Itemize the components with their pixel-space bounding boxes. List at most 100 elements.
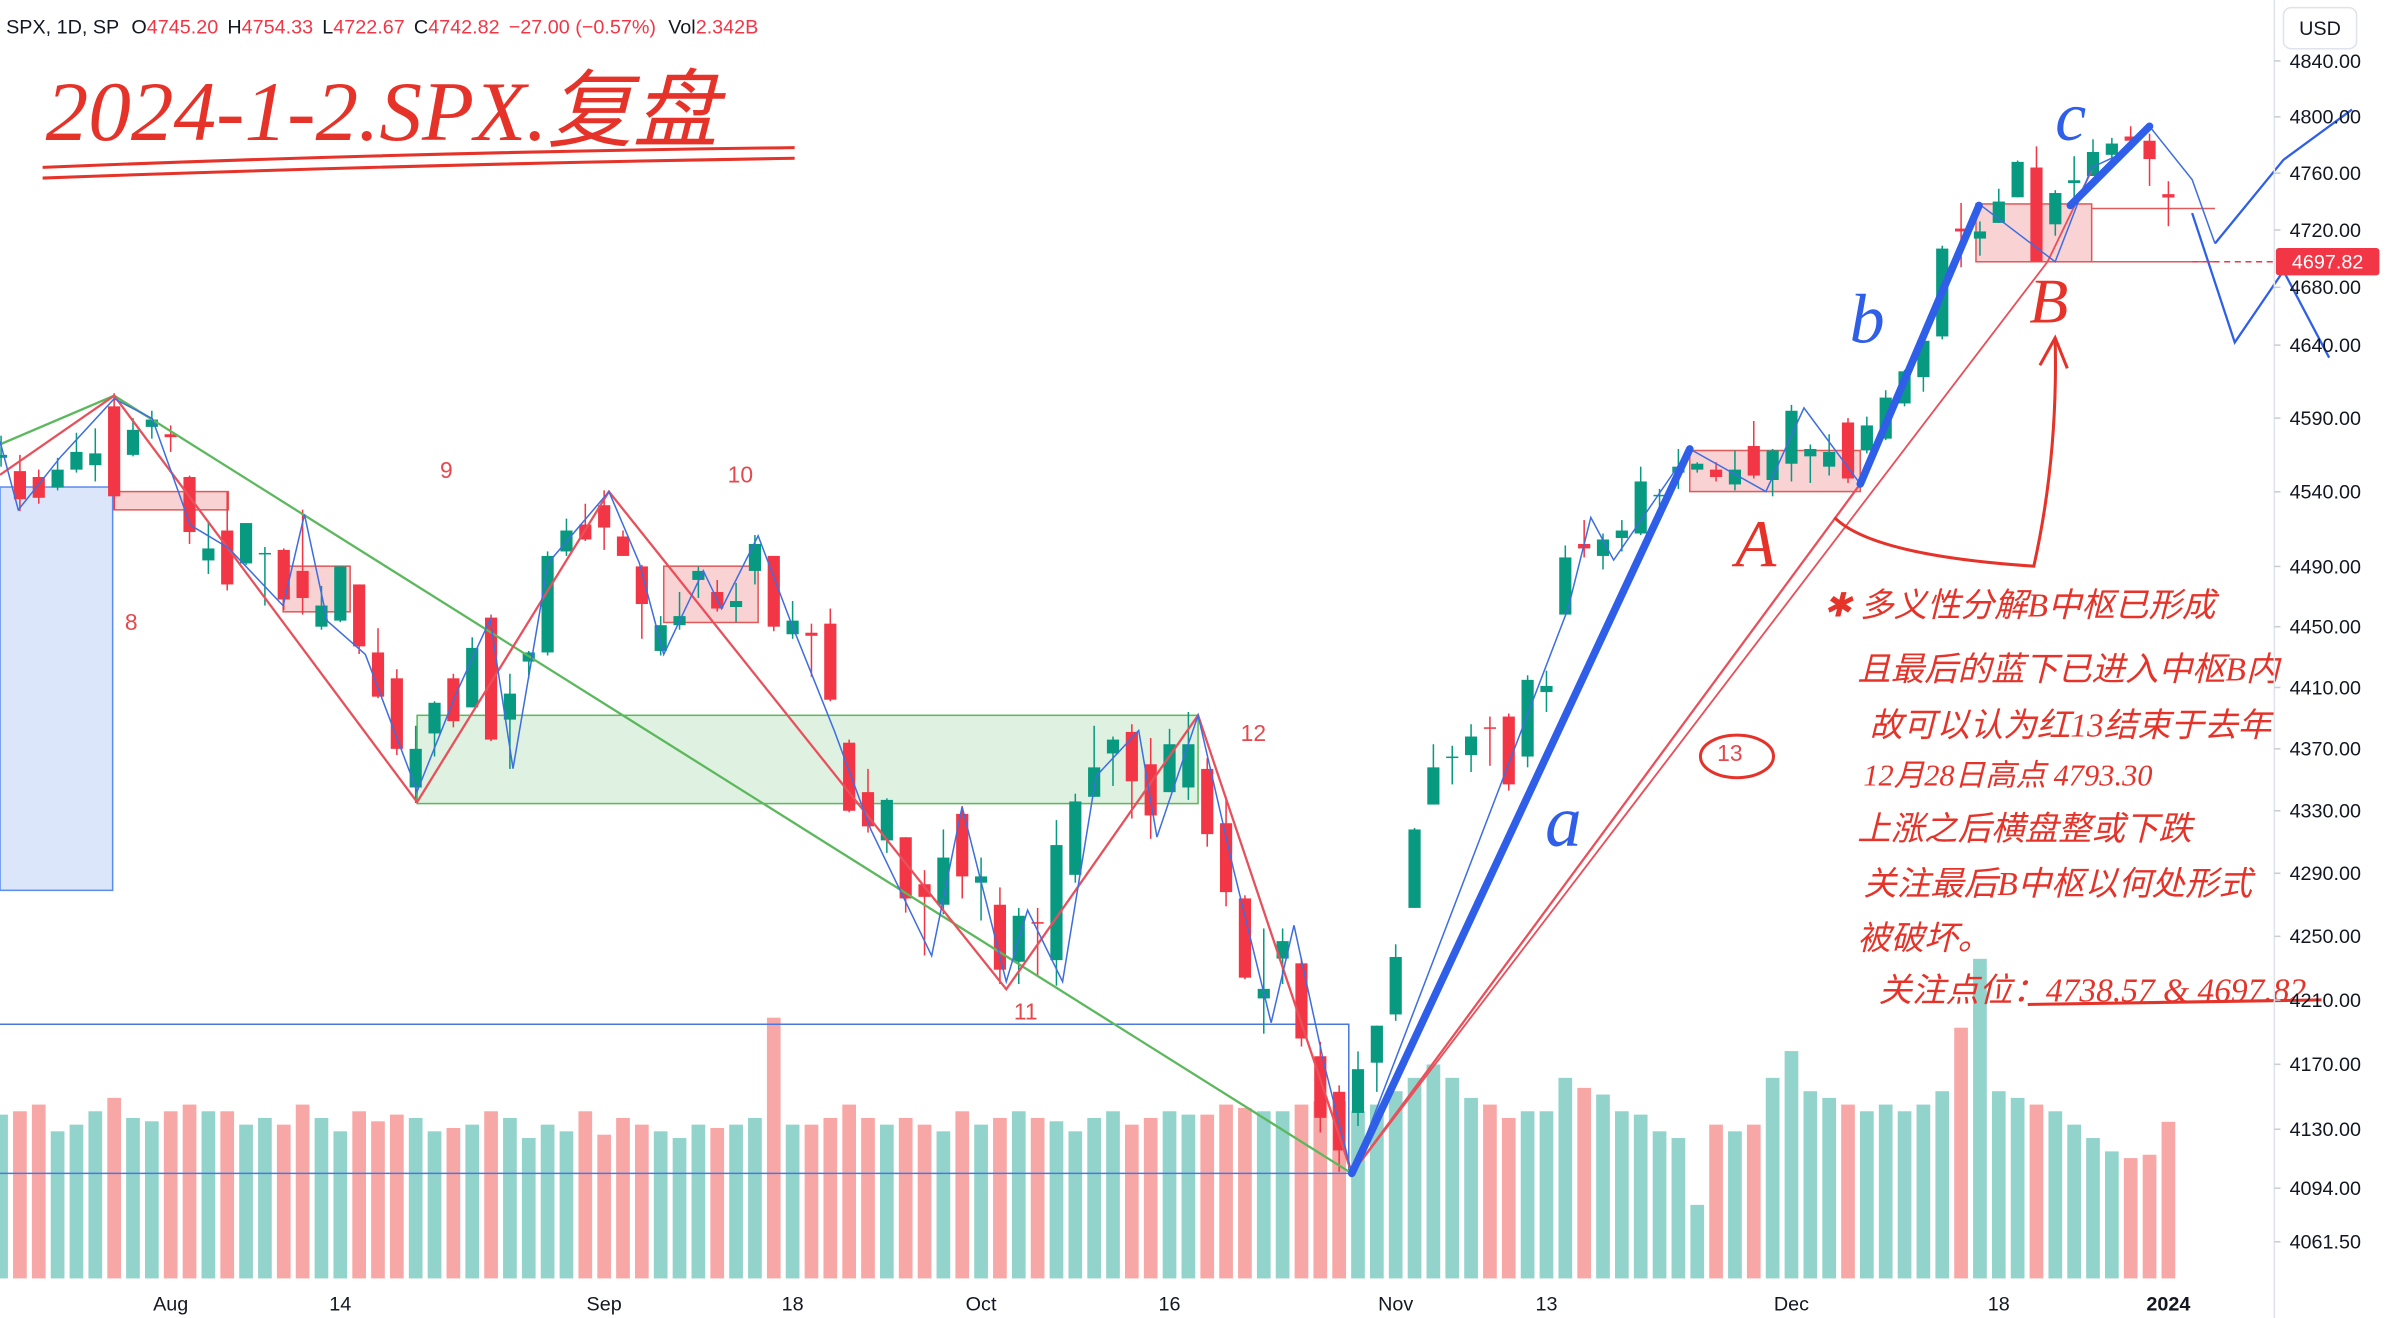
x-tick-label: 14 bbox=[329, 1293, 351, 1315]
candle-body bbox=[2068, 180, 2081, 184]
volume-bar bbox=[1671, 1138, 1686, 1279]
candle-body bbox=[1427, 767, 1440, 805]
y-tick-label: 4410.00 bbox=[2290, 677, 2361, 699]
legend-change: −27.00 (−0.57%) bbox=[509, 16, 656, 38]
volume-bar bbox=[1897, 1111, 1912, 1279]
volume-bar bbox=[446, 1127, 461, 1279]
axes: 4840.00 4800.00 4760.00 4720.00 4680.00 4640.… bbox=[153, 0, 2361, 1318]
candle-body bbox=[1408, 829, 1421, 908]
note: ✱ 多义性分解B中枢已形成 bbox=[1824, 587, 2220, 624]
volume-bar bbox=[1615, 1111, 1629, 1279]
volume-bar bbox=[1577, 1087, 1592, 1279]
volume-bar bbox=[540, 1124, 555, 1279]
note: 上涨之后横盘整或下跌 bbox=[1857, 811, 2195, 848]
candle-body bbox=[277, 549, 290, 600]
volume-bar bbox=[182, 1104, 197, 1279]
volume-bar bbox=[1652, 1131, 1667, 1279]
candle-body bbox=[956, 813, 969, 877]
volume-bar bbox=[766, 1017, 781, 1279]
volume-bar bbox=[220, 1111, 235, 1279]
wave-label: 12 bbox=[1241, 720, 1266, 746]
volume-bar bbox=[258, 1117, 272, 1279]
candle-body bbox=[824, 623, 837, 700]
candle-body bbox=[1389, 956, 1402, 1015]
candle-body bbox=[1276, 941, 1289, 959]
volume-bar bbox=[484, 1111, 498, 1279]
x-tick-label: 18 bbox=[782, 1293, 804, 1315]
candle-body bbox=[183, 477, 196, 533]
candle-body bbox=[221, 530, 234, 585]
candle-body bbox=[1351, 1069, 1365, 1113]
volume-bar bbox=[1954, 1027, 1968, 1279]
currency-button[interactable] bbox=[2282, 6, 2358, 50]
volume-bar bbox=[1935, 1091, 1950, 1279]
volume-bar bbox=[1633, 1114, 1648, 1279]
candle-body bbox=[428, 702, 441, 734]
candle-body bbox=[145, 419, 158, 427]
volume-bar bbox=[1238, 1107, 1252, 1279]
volume-bar bbox=[1822, 1097, 1837, 1279]
y-tick-label: 4061.50 bbox=[2290, 1232, 2361, 1254]
candle-body bbox=[1653, 494, 1666, 497]
blue-stroke-line bbox=[0, 125, 2216, 1176]
volume-bar bbox=[1539, 1111, 1554, 1279]
volume-bar bbox=[0, 1114, 8, 1279]
volume-bar bbox=[1011, 1111, 1026, 1279]
volume-bar bbox=[276, 1124, 291, 1279]
candle-body bbox=[843, 742, 856, 811]
candle-body bbox=[1766, 450, 1779, 480]
candle-body bbox=[70, 451, 83, 470]
volume-bar bbox=[503, 1117, 517, 1279]
volume-bar bbox=[1351, 1111, 1365, 1279]
candle-body bbox=[503, 693, 517, 720]
wave-label: a bbox=[1545, 781, 1582, 862]
candle-body bbox=[541, 555, 554, 653]
volume-bar bbox=[465, 1124, 480, 1279]
candle-body bbox=[164, 434, 177, 438]
volume-bar bbox=[1878, 1104, 1893, 1279]
candle-body bbox=[1615, 530, 1628, 538]
volume-bar bbox=[1558, 1077, 1573, 1279]
volume-bar bbox=[1219, 1104, 1233, 1279]
y-tick-label: 4540.00 bbox=[2290, 482, 2361, 504]
blue-box bbox=[0, 486, 114, 892]
volume-bar bbox=[408, 1117, 423, 1279]
volume-bar bbox=[616, 1117, 630, 1279]
candle-body bbox=[466, 647, 479, 708]
volume-bar bbox=[1746, 1124, 1761, 1279]
candle-body bbox=[334, 566, 347, 621]
volume-bar bbox=[314, 1117, 329, 1279]
candle-body bbox=[805, 632, 818, 636]
volume-bar bbox=[144, 1121, 159, 1279]
volume-bar bbox=[371, 1121, 385, 1279]
price-line: 4697.82 bbox=[2192, 248, 2380, 276]
volume-bar bbox=[955, 1111, 970, 1279]
volume-bar bbox=[1030, 1117, 1045, 1279]
y-tick-label: 4720.00 bbox=[2290, 220, 2361, 242]
price-tag bbox=[2275, 248, 2380, 276]
y-tick-label: 4680.00 bbox=[2290, 277, 2361, 299]
volume-bar bbox=[1501, 1117, 1516, 1279]
y-tick-label: 4094.00 bbox=[2290, 1178, 2361, 1200]
candle-body bbox=[1446, 756, 1459, 759]
candle-body bbox=[1370, 1025, 1383, 1063]
legend: SPX, 1D, SP O4745.20 H4754.33 L4722.67 C4742… bbox=[6, 16, 758, 38]
currency[interactable]: USD bbox=[2299, 18, 2341, 40]
candle-body bbox=[2105, 143, 2118, 155]
chart-title: 2024-1-2.SPX.复盘 bbox=[46, 65, 727, 159]
circle-mark bbox=[1698, 733, 1776, 780]
volume-bar bbox=[2067, 1124, 2082, 1279]
candle-body bbox=[1125, 731, 1138, 782]
candle-body bbox=[692, 570, 705, 580]
candle-body bbox=[1709, 469, 1723, 478]
bold-wave-c bbox=[2066, 122, 2154, 210]
volume-bar bbox=[1313, 1101, 1328, 1279]
x-tick-label: Nov bbox=[1378, 1293, 1413, 1315]
arrow-head bbox=[2038, 334, 2069, 369]
candle-body bbox=[1295, 963, 1308, 1039]
y-tick-label: 4490.00 bbox=[2290, 556, 2361, 578]
y-tick-label: 4170.00 bbox=[2290, 1054, 2361, 1076]
volume-bar bbox=[1464, 1097, 1478, 1279]
candle-body bbox=[1860, 425, 1873, 451]
